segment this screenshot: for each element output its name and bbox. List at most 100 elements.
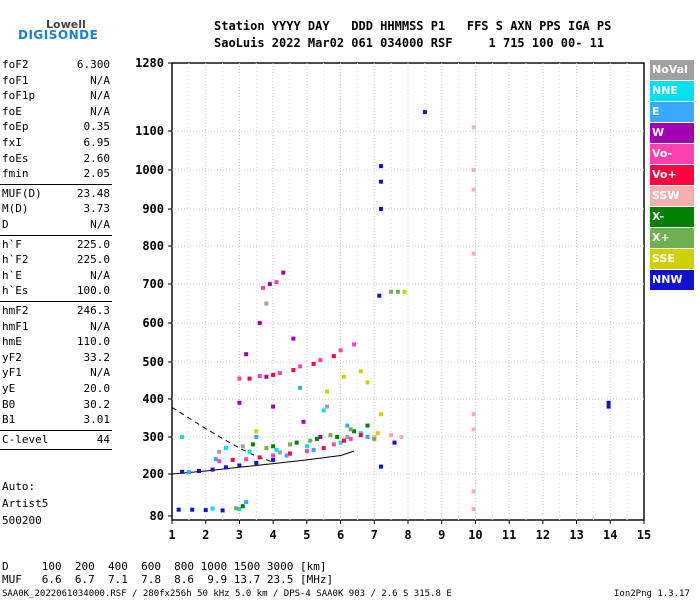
echo-point [203,508,208,513]
x-tick-label: 12 [536,528,550,542]
echo-point [301,419,306,424]
echo-point [277,371,282,376]
legend-item: NNE [650,81,694,101]
param-value: 6.95 [83,136,111,149]
param-value: 3.01 [83,413,111,427]
param-value: 0.35 [83,120,111,134]
echo-point [331,442,336,447]
echo-point [338,440,343,445]
echo-point [311,361,316,366]
y-tick-label: 1000 [135,163,164,177]
echo-point [250,442,255,447]
legend-item: NNW [650,270,694,290]
param-name: foEs [2,151,29,165]
param-row: foF1p N/A [2,89,110,104]
param-row: fxI 6.95 [2,136,110,151]
param-name: hmF2 [2,304,29,317]
echo-point [304,449,309,454]
echo-point [247,376,252,381]
echo-point [331,354,336,359]
param-value: 110.0 [76,335,110,349]
echo-point [471,187,476,192]
param-row: foEs 2.60 [2,152,110,167]
echo-point [254,435,259,439]
echo-point [298,385,303,390]
echo-point [264,301,269,306]
y-tick-label: 200 [142,467,164,481]
legend-item: Vo- [650,144,694,164]
param-name: foE [2,104,22,118]
echo-point [304,444,309,449]
echo-point [325,389,330,394]
param-row: h`Es 100.0 [2,284,110,299]
param-name: foEp [2,120,29,134]
footer-distance-row: D 100 200 400 600 800 1000 1500 3000 [km… [2,560,327,573]
param-name: h`Es [2,284,29,298]
echo-point [271,453,276,458]
echo-point [318,435,323,439]
echo-point [237,463,242,468]
echo-point [284,453,289,458]
y-tick-label: 1100 [135,124,164,138]
echo-point [254,460,259,465]
param-row: B0 30.2 [2,398,110,413]
echo-point [348,436,353,441]
echo-point [392,440,397,445]
echo-point [267,282,272,286]
echo-point [190,507,195,512]
x-tick-label: 8 [404,528,411,542]
echo-point [254,429,259,434]
param-row: foE N/A [2,105,110,120]
param-row: MUF(D) 23.48 [2,187,110,202]
echo-point [471,168,476,172]
param-value: N/A [90,319,110,333]
x-tick-label: 3 [236,528,243,542]
echo-point [402,289,407,294]
echo-point [338,348,343,353]
echo-point [471,507,476,511]
x-tick-label: 7 [371,528,378,542]
echo-point [288,451,292,456]
echo-point [471,489,476,494]
param-row: D N/A [2,218,110,233]
echo-point [377,293,382,298]
echo-point [271,457,276,462]
x-tick-label: 1 [168,528,175,542]
echo-point [271,404,276,409]
x-tick-label: 13 [569,528,583,542]
param-row: yE 20.0 [2,382,110,397]
param-row: foF2 6.300 [2,58,110,73]
param-separator [0,449,112,451]
echo-point [237,376,242,381]
echo-point [471,412,476,417]
legend-item: SSW [650,186,694,206]
legend-item: E [650,102,694,122]
echo-point [234,506,239,511]
echo-point [315,436,319,441]
echo-point [274,447,279,452]
param-name: yE [2,382,16,395]
param-separator [0,429,112,431]
echo-point [321,408,326,413]
echo-point [210,506,215,511]
echo-point [264,374,269,379]
param-name: hmF1 [2,319,29,333]
echo-point [335,435,340,439]
footer-version: Ion2Png 1.3.17 [614,589,690,599]
param-row: B1 3.01 [2,413,110,428]
echo-point [379,464,383,469]
param-row: hmF1 N/A [2,320,110,335]
echo-point [271,372,276,377]
echo-point [358,433,363,438]
param-row: M(D) 3.73 [2,202,110,217]
param-value: 3.73 [83,202,111,216]
digisonde-logo: Lowell DIGISONDE [6,6,98,42]
echo-point [379,164,383,169]
echo-point [261,285,265,290]
param-row: C-level 44 [2,433,110,448]
echo-point [345,435,350,439]
x-tick-label: 2 [202,528,209,542]
echo-point [237,400,242,405]
echo-point [217,449,222,454]
